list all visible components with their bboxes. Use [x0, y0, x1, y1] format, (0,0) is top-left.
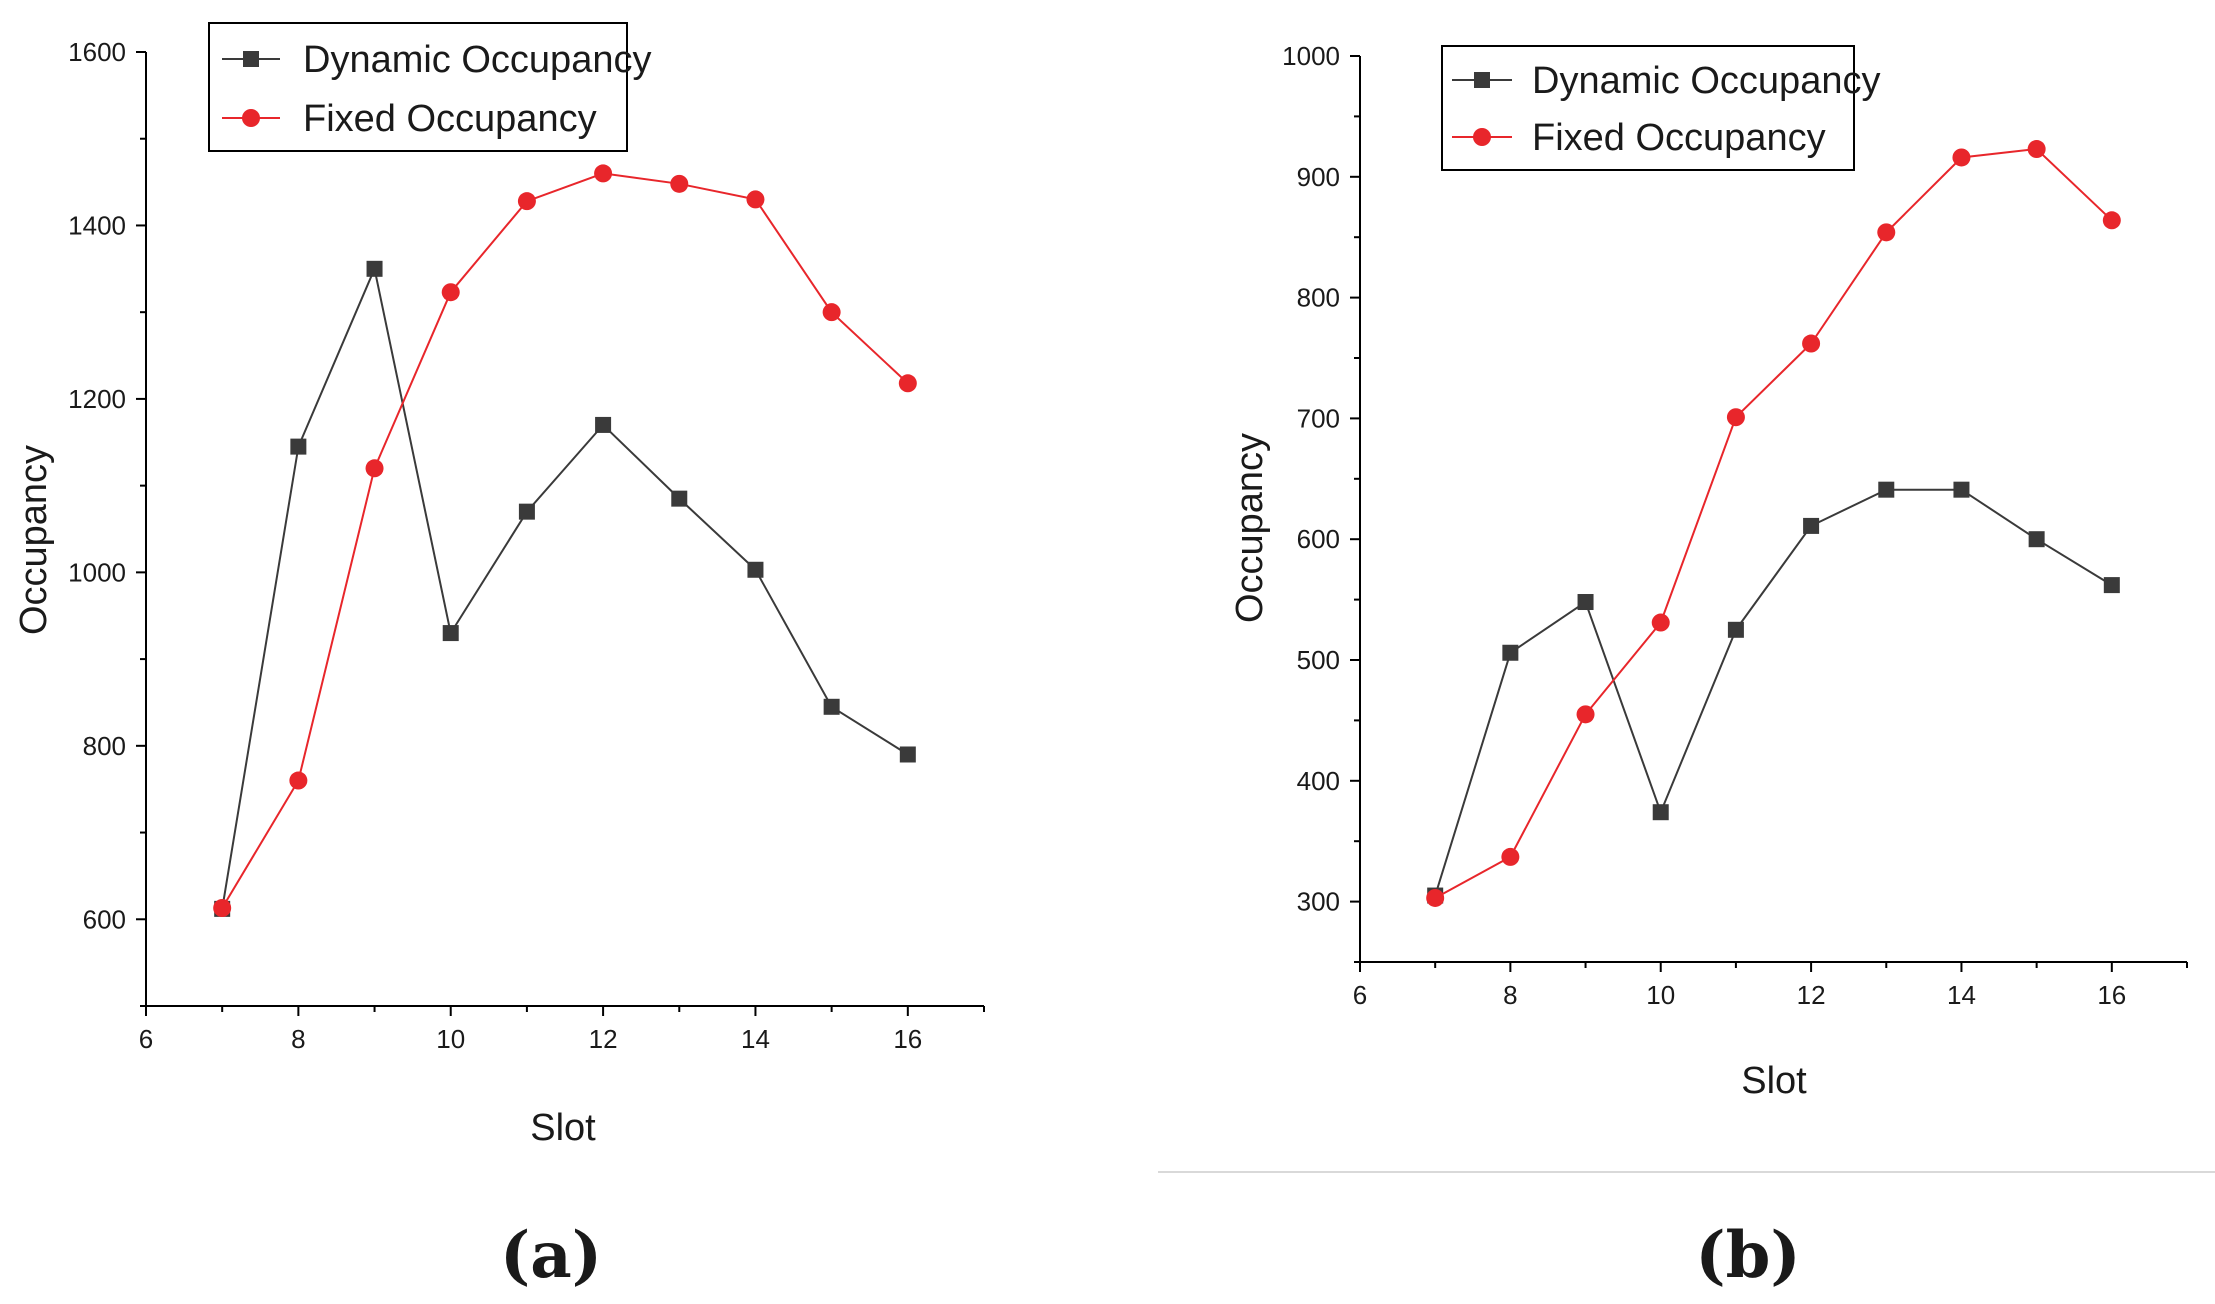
y-tick-label-b: 600	[1297, 524, 1340, 554]
data-point-fixed-b	[2102, 211, 2121, 230]
data-point-dynamic-b	[1953, 481, 1970, 498]
panel-label-a: (a)	[500, 1218, 602, 1293]
data-point-fixed-a	[898, 374, 917, 393]
data-point-dynamic-a	[747, 561, 764, 578]
data-point-fixed-a	[289, 771, 308, 790]
legend-label-dynamic-a: Dynamic Occupancy	[303, 39, 651, 81]
x-tick-label-a: 10	[436, 1024, 465, 1054]
data-point-fixed-b	[1877, 223, 1896, 242]
x-tick-label-a: 16	[893, 1024, 922, 1054]
chart-panel-b: 6 8 10 12 14 16 300 400 500 600 700 800 900 1000 Slot…	[1158, 41, 2215, 1293]
plot-layer-b: 6 8 10 12 14 16 300 400 500 600 700 800 900 1000	[1282, 41, 2188, 1010]
data-point-dynamic-a	[595, 416, 612, 433]
data-point-fixed-a	[365, 459, 384, 478]
x-tick-label-b: 8	[1503, 980, 1517, 1010]
data-point-fixed-b	[1802, 334, 1821, 353]
data-point-fixed-a	[746, 190, 765, 209]
data-point-dynamic-b	[2103, 577, 2120, 594]
data-point-dynamic-b	[1803, 517, 1820, 534]
y-tick-label-b: 900	[1297, 162, 1340, 192]
x-tick-label-a: 6	[139, 1024, 153, 1054]
y-tick-label-b: 1000	[1282, 41, 1340, 71]
legend-marker-fixed-b	[1473, 128, 1491, 146]
x-tick-label-a: 14	[741, 1024, 770, 1054]
data-point-dynamic-a	[366, 260, 383, 277]
legend-marker-fixed-a	[242, 109, 260, 127]
series-line-dynamic-a	[221, 265, 909, 910]
y-axis-title-b: Occupancy	[1229, 433, 1271, 623]
legend-box-b	[1441, 45, 1855, 171]
data-point-fixed-a	[822, 303, 841, 322]
data-point-dynamic-b	[1878, 481, 1895, 498]
legend-label-fixed-a: Fixed Occupancy	[303, 98, 597, 140]
legend-label-dynamic-b: Dynamic Occupancy	[1532, 60, 1880, 102]
x-tick-label-b: 12	[1797, 980, 1826, 1010]
series-line-fixed-b	[1434, 147, 2113, 899]
y-tick-label-b: 300	[1297, 887, 1340, 917]
x-tick-label-b: 10	[1646, 980, 1675, 1010]
x-tick-label-a: 12	[589, 1024, 618, 1054]
x-axis-title-b: Slot	[1741, 1060, 1807, 1102]
data-point-dynamic-a	[290, 438, 307, 455]
data-point-fixed-b	[1651, 613, 1670, 632]
y-tick-label-b: 400	[1297, 766, 1340, 796]
data-point-fixed-b	[1501, 847, 1520, 866]
data-point-fixed-a	[594, 164, 613, 183]
data-point-dynamic-a	[518, 503, 535, 520]
data-point-fixed-b	[1576, 705, 1595, 724]
y-tick-label-a: 1600	[68, 37, 126, 67]
data-point-dynamic-a	[671, 490, 688, 507]
legend-marker-dynamic-a	[243, 51, 259, 67]
y-tick-label-a: 800	[83, 731, 126, 761]
data-point-dynamic-b	[2028, 531, 2045, 548]
data-point-fixed-a	[670, 174, 689, 193]
data-point-dynamic-b	[1502, 644, 1519, 661]
data-point-dynamic-a	[823, 698, 840, 715]
y-tick-label-a: 1000	[68, 557, 126, 587]
plot-layer-a: 6 8 10 12 14 16 600 800 1000 1200 1400 1600	[68, 37, 985, 1054]
data-point-dynamic-b	[1727, 621, 1744, 638]
legend-b: Dynamic Occupancy Fixed Occupancy	[1441, 45, 1880, 171]
data-point-fixed-a	[441, 283, 460, 302]
y-tick-label-a: 1200	[68, 384, 126, 414]
data-point-fixed-a	[213, 898, 232, 917]
data-point-dynamic-a	[442, 625, 459, 642]
y-tick-label-a: 600	[83, 904, 126, 934]
data-point-fixed-b	[1952, 148, 1971, 167]
legend-marker-dynamic-b	[1474, 72, 1490, 88]
y-axis-title-a: Occupancy	[13, 445, 55, 635]
data-point-fixed-b	[2027, 140, 2046, 159]
panel-label-b: (b)	[1695, 1218, 1800, 1293]
y-tick-label-a: 1400	[68, 210, 126, 240]
y-tick-label-b: 800	[1297, 283, 1340, 313]
series-line-fixed-a	[221, 172, 909, 909]
x-tick-label-b: 16	[2097, 980, 2126, 1010]
x-tick-label-a: 8	[291, 1024, 305, 1054]
data-point-fixed-b	[1426, 888, 1445, 907]
legend-label-fixed-b: Fixed Occupancy	[1532, 117, 1826, 159]
data-point-dynamic-b	[1577, 594, 1594, 611]
data-point-fixed-a	[517, 192, 536, 211]
y-tick-label-b: 700	[1297, 403, 1340, 433]
y-tick-label-b: 500	[1297, 645, 1340, 675]
legend-a: Dynamic Occupancy Fixed Occupancy	[208, 22, 651, 152]
data-point-dynamic-b	[1652, 804, 1669, 821]
x-tick-label-b: 6	[1353, 980, 1367, 1010]
chart-panel-a: 6 8 10 12 14 16 600 800 1000 1200 1400 1600 Slot Oc…	[13, 22, 985, 1293]
x-axis-title-a: Slot	[530, 1107, 596, 1149]
data-point-fixed-b	[1726, 408, 1745, 427]
series-line-dynamic-b	[1434, 488, 2113, 896]
legend-box-a	[208, 22, 628, 152]
data-point-dynamic-a	[899, 746, 916, 763]
x-tick-label-b: 14	[1947, 980, 1976, 1010]
